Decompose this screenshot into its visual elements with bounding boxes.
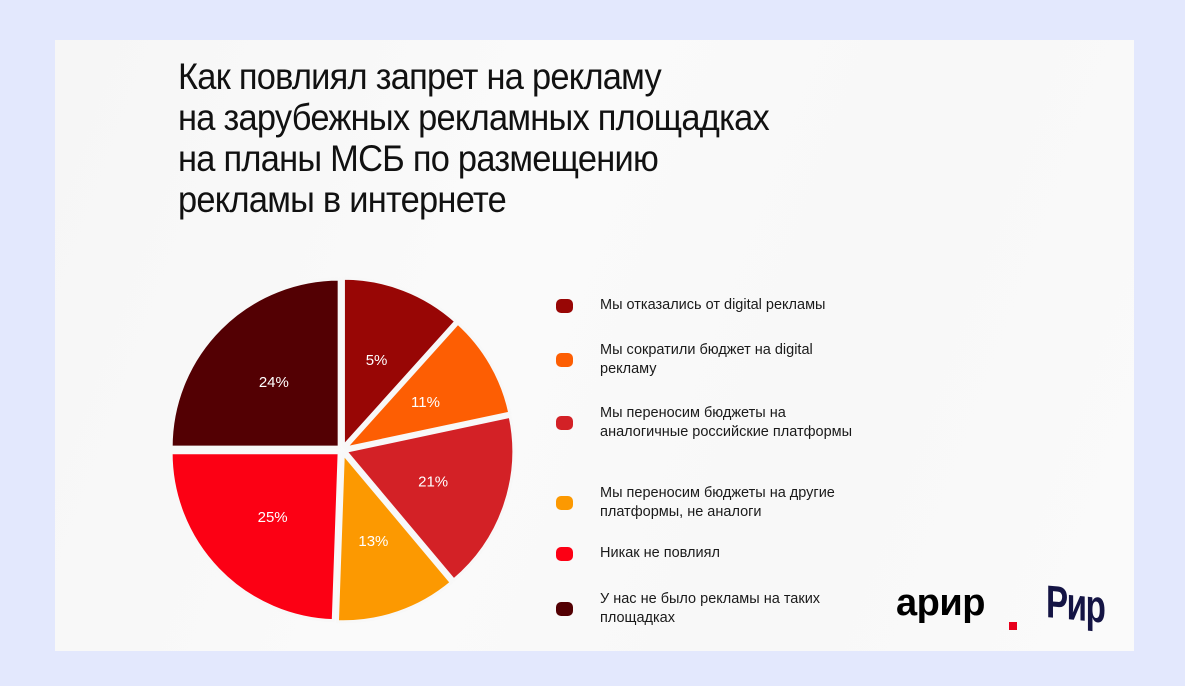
legend-item-no-ads: У нас не было рекламы на таких площадках xyxy=(556,590,870,628)
legend-label: Мы переносим бюджеты на аналогичные росс… xyxy=(600,405,853,440)
legend-swatch xyxy=(556,416,573,430)
title-line-2: на зарубежных рекламных площадках xyxy=(178,97,770,138)
title-line-1: Как повлиял запрет на рекламу xyxy=(178,56,662,97)
legend-item-no-effect: Никак не повлиял xyxy=(556,544,870,563)
legend-swatch xyxy=(556,298,573,313)
slice-other-platforms xyxy=(335,452,453,624)
rir-logo-text: Рир xyxy=(1046,575,1105,633)
legend-item-cut-budget: Мы сократили бюджет на digital рекламу xyxy=(556,341,870,379)
legend-item-russian-analogs: Мы переносим бюджеты на аналогичные росс… xyxy=(556,404,870,442)
arir-logo-text: арир xyxy=(896,582,985,624)
legend-item-refused-digital: Мы отказались от digital рекламы xyxy=(556,296,870,315)
slice-value-label: 5% xyxy=(366,352,388,369)
slice-russian-analogs xyxy=(344,414,516,582)
arir-logo-red-square-icon xyxy=(1009,622,1017,630)
slice-value-label: 24% xyxy=(259,374,289,391)
slice-value-label: 25% xyxy=(258,509,288,526)
title-line-3: на планы МСБ по размещению xyxy=(178,138,659,179)
slice-cut-budget xyxy=(343,321,512,450)
legend-swatch xyxy=(556,353,573,367)
legend-label: Мы отказались от digital рекламы xyxy=(600,297,826,313)
legend-label: У нас не было рекламы на таких площадках xyxy=(600,591,821,626)
legend-label: Мы сократили бюджет на digital рекламу xyxy=(600,342,813,377)
slice-value-label: 11% xyxy=(411,394,440,411)
legend-swatch xyxy=(556,602,573,616)
slice-value-label: 13% xyxy=(358,533,388,550)
pie-chart: 5% 11% 21% 13% 25% 24% xyxy=(169,276,516,624)
slice-value-label: 21% xyxy=(418,473,448,490)
chart-title: Как повлиял запрет на рекламу на зарубеж… xyxy=(178,56,829,220)
slice-no-effect xyxy=(169,451,341,623)
rir-logo: Рир xyxy=(1046,574,1104,634)
title-line-4: рекламы в интернете xyxy=(178,179,507,220)
legend-item-other-platforms: Мы переносим бюджеты на другие платформы… xyxy=(556,484,870,522)
legend-label: Никак не повлиял xyxy=(600,545,720,561)
legend-swatch xyxy=(556,546,573,561)
arir-logo: арир xyxy=(896,582,1017,630)
slice-refused-digital xyxy=(341,276,458,448)
legend-swatch xyxy=(556,496,573,510)
slice-no-ads xyxy=(169,277,341,449)
legend-label: Мы переносим бюджеты на другие платформы… xyxy=(600,485,835,520)
